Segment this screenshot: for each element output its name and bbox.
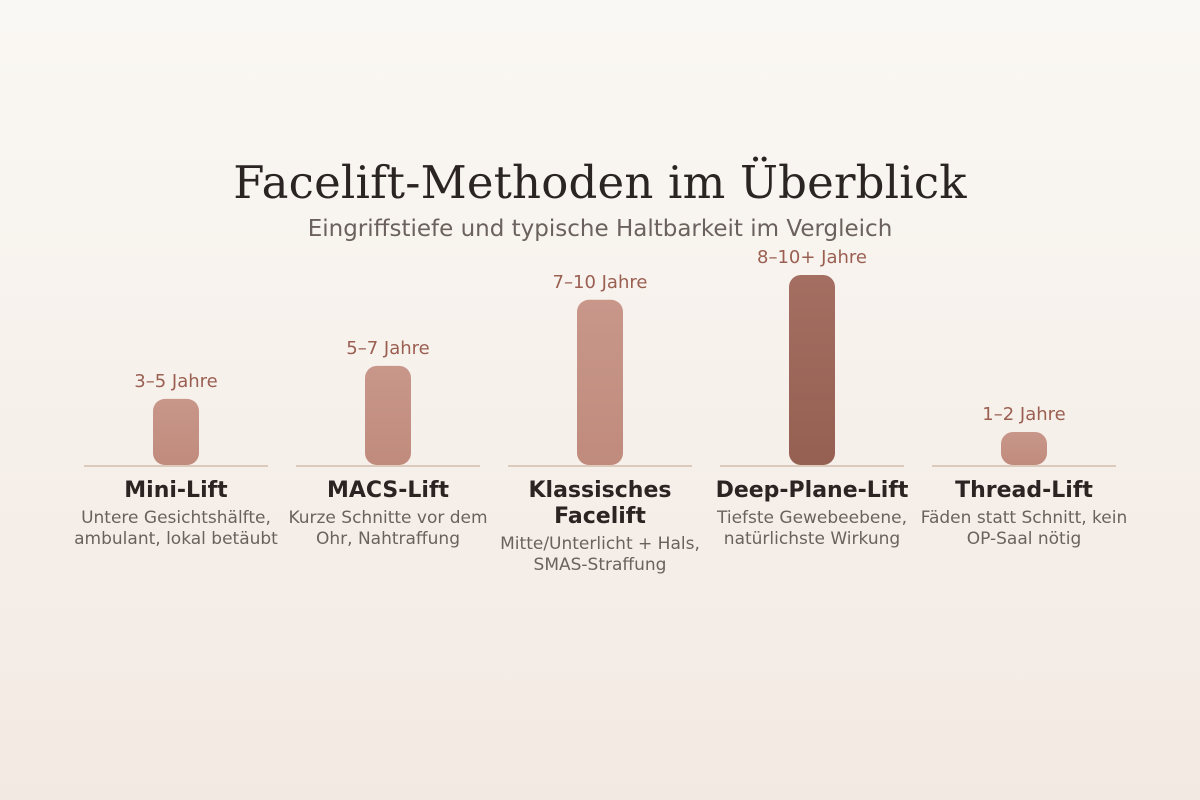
category-label: Thread-Lift bbox=[955, 478, 1093, 503]
category-column: Deep-Plane-Lift Tiefste Gewebeebene, natü… bbox=[692, 478, 932, 550]
category-description: Untere Gesichtshälfte, ambulant, lokal b… bbox=[74, 508, 278, 549]
category-label: Deep-Plane-Lift bbox=[715, 478, 909, 503]
bar-deep-plane-lift bbox=[789, 275, 835, 465]
bar-thread-lift bbox=[1001, 431, 1047, 465]
value-label: 8–10+ Jahre bbox=[757, 247, 867, 268]
category-description: Tiefste Gewebeebene, natürlichste Wirkun… bbox=[716, 508, 907, 549]
category-column: MACS-Lift Kurze Schnitte vor dem Ohr, Nah… bbox=[268, 478, 508, 550]
chart-title: Facelift-Methoden im Überblick bbox=[233, 156, 967, 209]
bar-macs-lift bbox=[365, 365, 411, 465]
value-label: 3–5 Jahre bbox=[134, 371, 217, 392]
bar-klassisches-facelift bbox=[577, 299, 623, 465]
category-label: Klassisches Facelift bbox=[528, 478, 672, 529]
category-description: Mitte/Unterlicht + Hals, SMAS-Straffung bbox=[500, 534, 700, 575]
value-label: 1–2 Jahre bbox=[982, 404, 1065, 425]
bar-mini-lift bbox=[153, 398, 199, 465]
value-label: 7–10 Jahre bbox=[553, 272, 648, 293]
category-description: Kurze Schnitte vor dem Ohr, Nahtraffung bbox=[288, 508, 488, 549]
category-column: Klassisches Facelift Mitte/Unterlicht + H… bbox=[480, 478, 720, 576]
category-description: Fäden statt Schnitt, kein OP-Saal nötig bbox=[920, 508, 1128, 549]
category-label: Mini-Lift bbox=[124, 478, 228, 503]
value-label: 5–7 Jahre bbox=[346, 338, 429, 359]
category-column: Thread-Lift Fäden statt Schnitt, kein OP-… bbox=[904, 478, 1144, 550]
category-label: MACS-Lift bbox=[326, 478, 450, 503]
chart-subtitle: Eingriffstiefe und typische Haltbarkeit … bbox=[307, 216, 893, 242]
category-column: Mini-Lift Untere Gesichtshälfte, ambulant… bbox=[56, 478, 296, 550]
